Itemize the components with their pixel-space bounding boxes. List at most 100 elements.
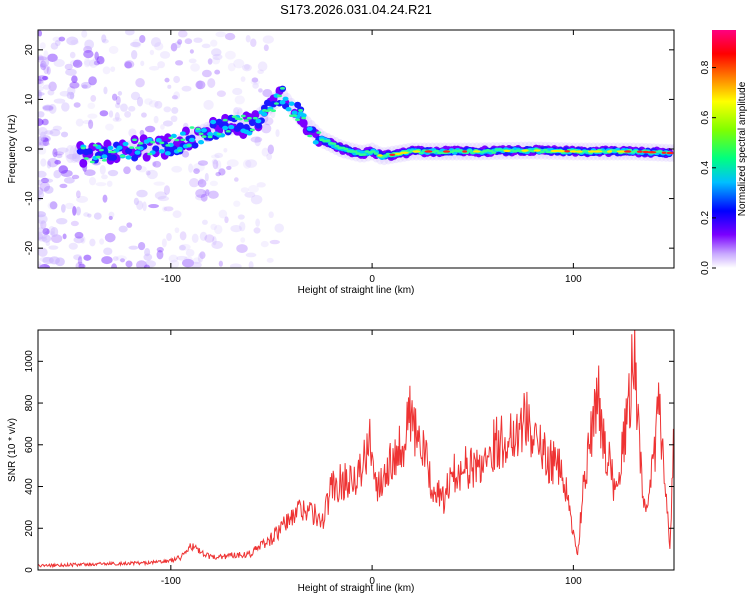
spectrogram-noise-cell bbox=[175, 60, 184, 66]
spectrogram-ridge-cell bbox=[222, 125, 229, 131]
spectrogram-noise-cell bbox=[239, 221, 246, 232]
spectrogram-noise-cell bbox=[84, 59, 96, 67]
spectrogram-noise-cell bbox=[211, 240, 224, 249]
colorbar-label: Normalized spectral amplitude bbox=[737, 81, 748, 216]
spectrogram-noise-cell bbox=[269, 239, 280, 245]
spectrogram-noise-cell bbox=[107, 169, 119, 177]
spectrogram-noise-cell bbox=[115, 102, 121, 109]
spectrogram-noise-cell bbox=[128, 245, 139, 250]
spectrogram-noise-cell bbox=[49, 231, 56, 237]
spectrogram-noise-cell bbox=[210, 154, 220, 159]
colorbar-tick-label: 0.0 bbox=[700, 261, 711, 275]
spectrogram-noise-cell bbox=[51, 234, 63, 244]
spectrogram-ridge-cell bbox=[98, 148, 104, 152]
spectrogram-noise-cell bbox=[172, 210, 182, 218]
spectrogram-noise-cell bbox=[216, 90, 226, 97]
spectrogram-peak-cell bbox=[616, 150, 627, 153]
spectrogram-ridge-cell bbox=[294, 101, 302, 109]
spectrogram-noise-cell bbox=[87, 213, 92, 218]
spectrogram-noise-cell bbox=[108, 45, 119, 54]
spectrogram-ridge-cell bbox=[92, 143, 98, 147]
spectrogram-noise-cell bbox=[245, 252, 257, 258]
spectrogram-noise-cell bbox=[208, 190, 219, 199]
spectrogram-noise-cell bbox=[163, 106, 172, 113]
snr-y-tick-label: 0 bbox=[24, 567, 35, 573]
spectrogram-noise-cell bbox=[80, 236, 86, 244]
spectrogram-noise-cell bbox=[77, 256, 83, 266]
spectrogram-ridge-cell bbox=[291, 110, 298, 115]
spectrogram-ridge-cell bbox=[295, 118, 301, 122]
spectrogram-noise-cell bbox=[207, 58, 213, 65]
spectrogram-noise-cell bbox=[71, 153, 81, 162]
spectrogram-noise-cell bbox=[75, 118, 84, 127]
spectrogram-noise-cell bbox=[245, 159, 258, 168]
spectrogram-noise-cell bbox=[133, 197, 139, 206]
spectrogram-ridge-cell bbox=[188, 137, 195, 143]
spectrogram-ridge-cell bbox=[301, 116, 307, 120]
spectrogram-ridge-cell bbox=[246, 116, 252, 120]
spectrogram-noise-cell bbox=[95, 182, 107, 187]
snr-y-label: SNR (10 * v/v) bbox=[7, 418, 18, 482]
spectrogram-noise-cell bbox=[198, 177, 204, 185]
spectrogram-x-tick-label: 100 bbox=[565, 274, 582, 285]
spectrogram-noise-cell bbox=[146, 169, 158, 180]
spectrogram-noise-cell bbox=[93, 212, 102, 220]
spectrogram-noise-cell bbox=[173, 75, 181, 84]
spectrogram-noise-cell bbox=[38, 179, 43, 186]
spectrogram-ridge-cell bbox=[85, 148, 93, 155]
spectrogram-noise-cell bbox=[112, 256, 119, 261]
spectrogram-ridge-cell bbox=[370, 150, 376, 153]
spectrogram-ridge-cell bbox=[352, 150, 358, 153]
snr-x-tick-label: 0 bbox=[369, 576, 375, 587]
spectrogram-noise-cell bbox=[101, 39, 109, 44]
spectrogram-noise-cell bbox=[148, 65, 160, 71]
spectrogram-noise-cell bbox=[223, 147, 228, 153]
spectrogram-noise-cell bbox=[48, 245, 59, 250]
spectrogram-noise-cell bbox=[211, 158, 218, 165]
spectrogram-noise-cell bbox=[262, 35, 274, 44]
spectrogram-noise-cell bbox=[250, 136, 263, 143]
spectrogram-noise-cell bbox=[73, 254, 82, 261]
spectrogram-noise-cell bbox=[40, 177, 50, 184]
snr-x-tick-label: -100 bbox=[161, 576, 181, 587]
spectrogram-peak-cell bbox=[462, 150, 468, 153]
spectrogram-ridge-cell bbox=[373, 152, 379, 155]
spectrogram-noise-cell bbox=[87, 113, 98, 119]
spectrogram-y-tick-label: 10 bbox=[24, 93, 35, 105]
spectrogram-noise-cell bbox=[256, 182, 266, 188]
spectrogram-peak-cell bbox=[642, 150, 650, 154]
spectrogram-noise-cell bbox=[38, 231, 44, 241]
spectrogram-ridge-cell bbox=[300, 113, 307, 118]
spectrogram-noise-cell bbox=[66, 36, 79, 46]
spectrogram-ridge-cell bbox=[146, 137, 153, 142]
spectrogram-ridge-cell bbox=[434, 149, 440, 153]
spectrogram-noise-cell bbox=[212, 236, 217, 246]
spectrogram-noise-cell bbox=[189, 177, 200, 188]
spectrogram-noise-cell bbox=[251, 77, 259, 83]
spectrogram-peak-cell bbox=[377, 154, 383, 157]
spectrogram-noise-cell bbox=[218, 260, 223, 267]
spectrogram-noise-cell bbox=[41, 178, 54, 184]
spectrogram-noise-cell bbox=[102, 66, 111, 75]
spectrogram-ridge-cell bbox=[231, 115, 237, 118]
spectrogram-noise-cell bbox=[120, 258, 125, 263]
spectrogram-noise-cell bbox=[179, 231, 187, 241]
spectrogram-ridge-cell bbox=[251, 110, 260, 120]
spectrogram-noise-cell bbox=[156, 246, 164, 253]
spectrogram-noise-cell bbox=[135, 164, 142, 171]
spectrogram-ridge-cell bbox=[306, 126, 313, 132]
spectrogram-peak-cell bbox=[521, 149, 529, 152]
spectrogram-peak-cell bbox=[576, 150, 583, 153]
spectrogram-noise-cell bbox=[236, 244, 248, 253]
spectrogram-noise-cell bbox=[215, 31, 227, 38]
snr-y-tick-label: 200 bbox=[24, 519, 35, 536]
spectrogram-noise-cell bbox=[38, 86, 44, 92]
spectrogram-ridge-cell bbox=[107, 145, 114, 151]
spectrogram-noise-cell bbox=[181, 150, 190, 158]
spectrogram-noise-cell bbox=[138, 241, 146, 251]
spectrogram-ridge-cell bbox=[165, 144, 171, 147]
spectrogram-noise-cell bbox=[209, 180, 218, 187]
spectrogram-noise-cell bbox=[115, 95, 121, 105]
spectrogram-ridge-cell bbox=[134, 150, 141, 155]
spectrogram-noise-cell bbox=[144, 125, 156, 133]
